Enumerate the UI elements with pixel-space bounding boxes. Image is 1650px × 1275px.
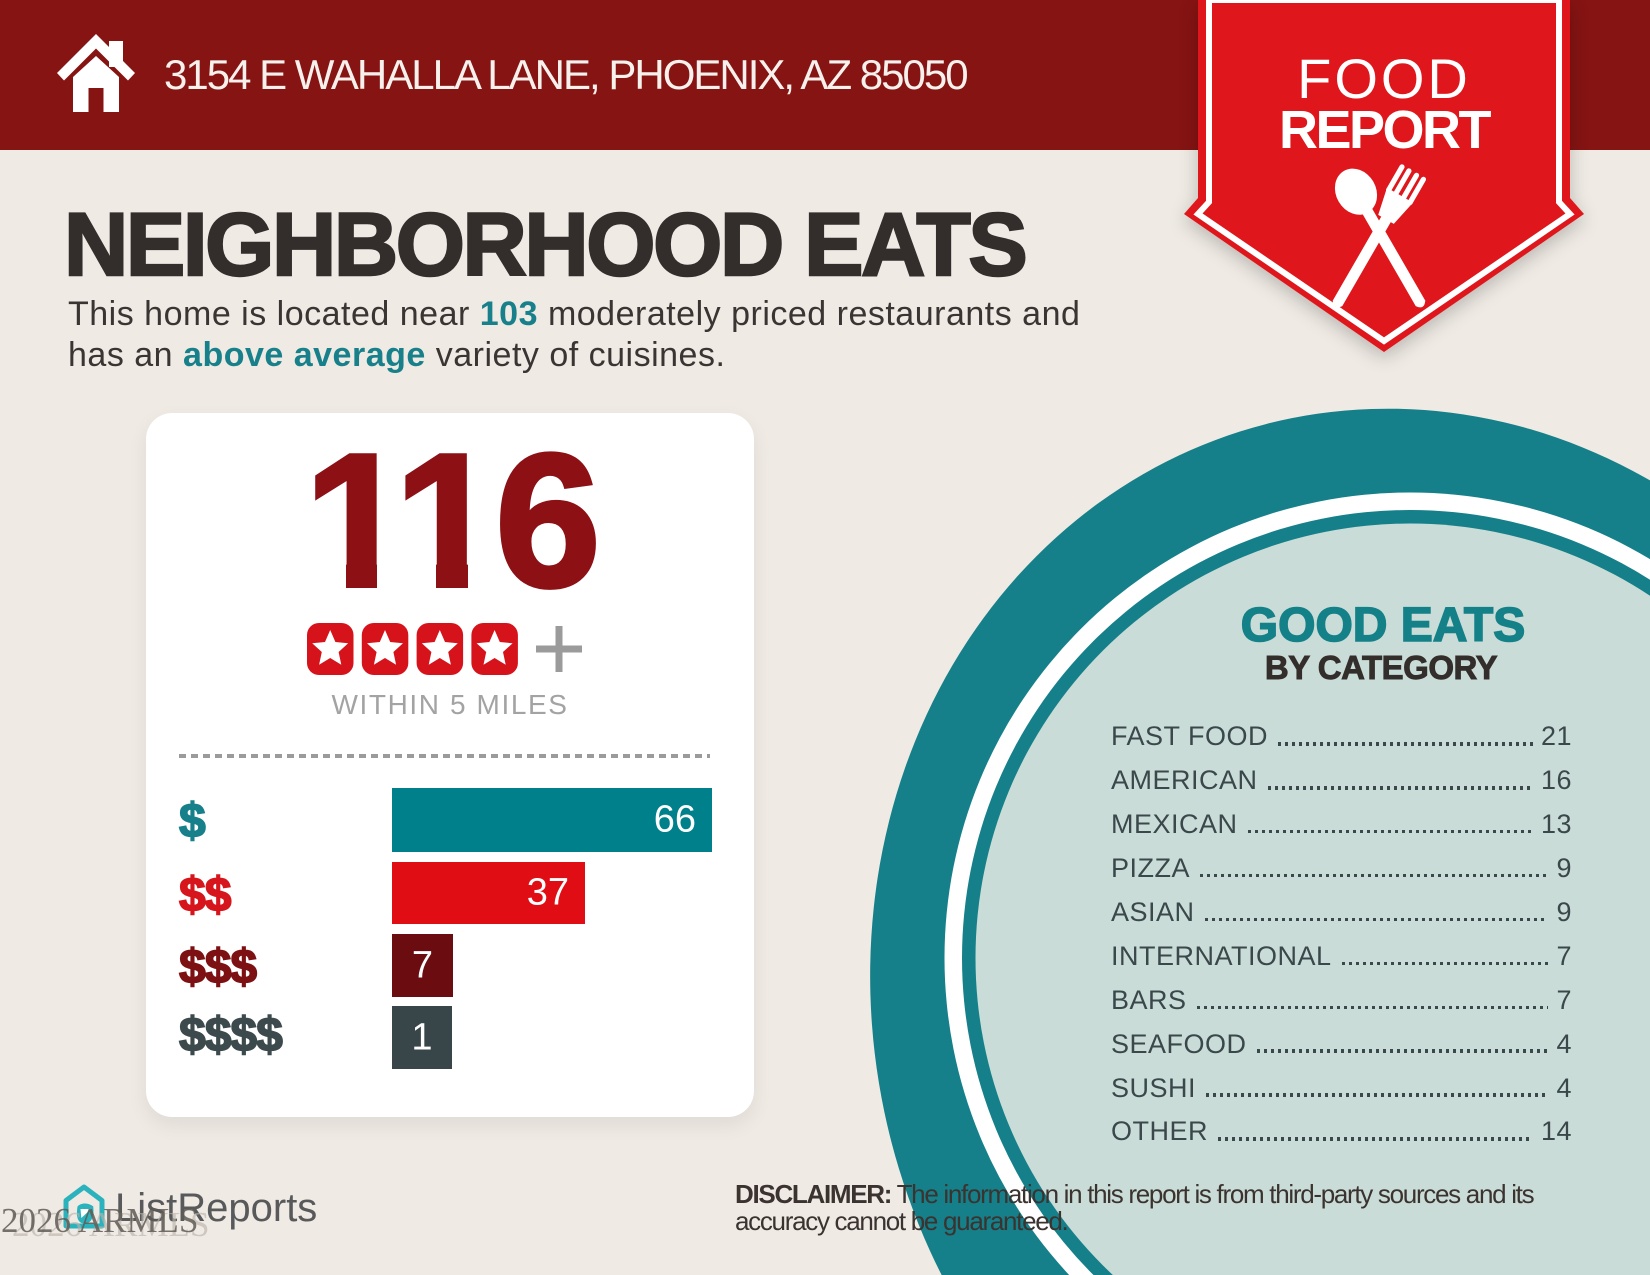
svg-text:FOOD: FOOD <box>1297 47 1471 110</box>
svg-text:REPORT: REPORT <box>1279 100 1492 160</box>
